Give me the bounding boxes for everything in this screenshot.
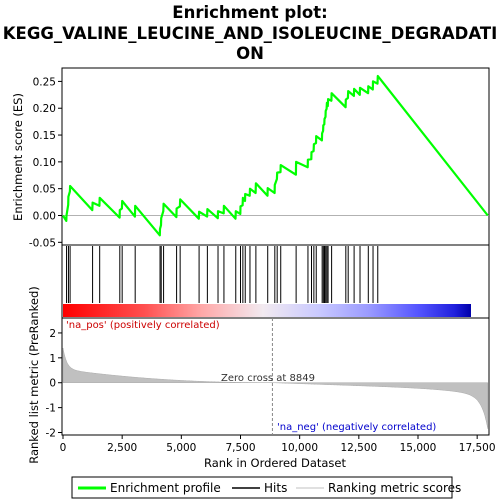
rank-gradient-bar bbox=[63, 304, 471, 317]
hit-lines bbox=[66, 246, 379, 303]
metric-panel bbox=[61, 317, 490, 436]
enrichment-curve bbox=[62, 74, 489, 237]
es-tick-label-1: 0.00 bbox=[33, 211, 56, 223]
es-tick-label-4: 0.15 bbox=[33, 130, 56, 142]
es-y-label: Enrichment score (ES) bbox=[11, 93, 25, 221]
es-tick-label-0: -0.05 bbox=[29, 237, 56, 249]
x-tick-label-3: 7,500 bbox=[225, 442, 255, 454]
legend-label-hits: Hits bbox=[264, 481, 287, 495]
es-y-ticks: -0.05 0.00 0.05 0.10 0.15 0.20 0.25 bbox=[29, 76, 62, 249]
x-tick-label-6: 15,000 bbox=[400, 442, 437, 454]
x-tick-label-2: 5,000 bbox=[166, 442, 196, 454]
ranking-metric-fill bbox=[62, 347, 489, 429]
es-tick-label-5: 0.20 bbox=[33, 103, 56, 115]
es-tick-label-3: 0.10 bbox=[33, 157, 56, 169]
metric-tick-label-2: 0 bbox=[49, 378, 56, 390]
x-tick-label-5: 12,500 bbox=[340, 442, 377, 454]
metric-tick-label-0: -2 bbox=[46, 428, 56, 440]
x-tick-label-1: 2,500 bbox=[107, 442, 137, 454]
x-axis-label: Rank in Ordered Dataset bbox=[204, 456, 347, 470]
x-ticks: 0 2,500 5,000 7,500 10,000 12,500 15,000 17,500 bbox=[60, 435, 496, 454]
metric-tick-label-4: 2 bbox=[49, 328, 56, 340]
label-positive: 'na_pos' (positively correlated) bbox=[66, 320, 220, 331]
enrichment-profile-line bbox=[62, 74, 489, 237]
es-panel bbox=[61, 67, 490, 246]
es-tick-label-6: 0.25 bbox=[33, 76, 56, 88]
legend-label-enrichment: Enrichment profile bbox=[110, 481, 221, 495]
metric-tick-label-3: 1 bbox=[49, 353, 56, 365]
legend-label-metric: Ranking metric scores bbox=[328, 481, 461, 495]
chart-title-line3: ON bbox=[236, 44, 264, 63]
chart-title-line2: KEGG_VALINE_LEUCINE_AND_ISOLEUCINE_DEGRA… bbox=[3, 24, 497, 43]
legend-box bbox=[71, 476, 453, 499]
chart-title-line1: Enrichment plot: bbox=[172, 3, 327, 22]
zero-cross-label: Zero cross at 8849 bbox=[221, 373, 315, 384]
x-tick-label-7: 17,500 bbox=[459, 442, 496, 454]
x-tick-label-4: 10,000 bbox=[281, 442, 318, 454]
metric-tick-label-1: -1 bbox=[46, 403, 56, 415]
metric-y-ticks: -2 -1 0 1 2 bbox=[46, 328, 62, 440]
metric-y-label: Ranked list metric (PreRanked) bbox=[27, 286, 41, 464]
x-tick-label-0: 0 bbox=[60, 442, 67, 454]
label-negative: 'na_neg' (negatively correlated) bbox=[277, 422, 436, 433]
es-tick-label-2: 0.05 bbox=[33, 184, 56, 196]
ranking-metric-area bbox=[62, 347, 489, 429]
